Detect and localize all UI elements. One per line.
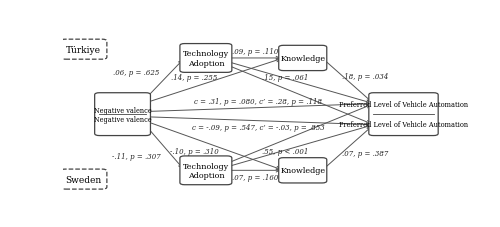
Text: -.10, p = .310: -.10, p = .310 (170, 147, 218, 155)
Text: .14, p = .255: .14, p = .255 (171, 74, 218, 82)
Text: Technology
Adoption: Technology Adoption (183, 50, 229, 67)
Text: .07, p = .160: .07, p = .160 (232, 174, 278, 182)
Text: .55, p < .001: .55, p < .001 (262, 147, 308, 155)
Text: .07, p = .387: .07, p = .387 (342, 149, 388, 157)
FancyBboxPatch shape (61, 169, 107, 189)
Text: Preferred Level of Vehicle Automation: Preferred Level of Vehicle Automation (339, 120, 468, 128)
Text: Preferred Level of Vehicle Automation: Preferred Level of Vehicle Automation (339, 101, 468, 109)
Text: Technology
Adoption: Technology Adoption (183, 162, 229, 179)
FancyBboxPatch shape (94, 93, 150, 136)
Text: Knowledge: Knowledge (280, 167, 326, 175)
Text: c = .31, p = .080, c’ = .28, p = .118: c = .31, p = .080, c’ = .28, p = .118 (194, 98, 322, 106)
Text: Knowledge: Knowledge (280, 55, 326, 63)
Text: Türkiye: Türkiye (66, 45, 102, 54)
FancyBboxPatch shape (180, 44, 232, 73)
Text: Negative valence
Negative valence: Negative valence Negative valence (94, 106, 152, 123)
Text: Sweden: Sweden (66, 175, 102, 184)
Text: .18, p = .034: .18, p = .034 (342, 72, 388, 80)
Text: -.11, p = .307: -.11, p = .307 (112, 153, 160, 160)
FancyBboxPatch shape (61, 40, 107, 60)
FancyBboxPatch shape (180, 156, 232, 185)
Text: .15, p = .061: .15, p = .061 (262, 74, 308, 82)
FancyBboxPatch shape (278, 158, 327, 183)
FancyBboxPatch shape (278, 46, 327, 71)
Text: .09, p = .110: .09, p = .110 (232, 48, 278, 56)
Text: c = -.09, p = .547, c’ = -.03, p = .853: c = -.09, p = .547, c’ = -.03, p = .853 (192, 123, 324, 131)
Text: .06, p = .625: .06, p = .625 (113, 69, 160, 77)
FancyBboxPatch shape (369, 93, 438, 136)
